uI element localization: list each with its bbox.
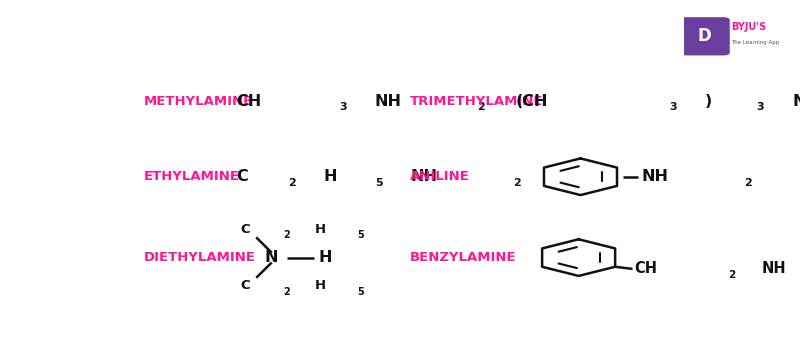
Text: TRIMETHYLAMINE: TRIMETHYLAMINE bbox=[410, 95, 543, 108]
Text: 5: 5 bbox=[357, 230, 363, 240]
Text: METHYLAMINE: METHYLAMINE bbox=[143, 95, 253, 108]
Text: C: C bbox=[241, 223, 250, 236]
Text: H: H bbox=[323, 169, 337, 184]
Text: DIETHYLAMINE: DIETHYLAMINE bbox=[143, 251, 255, 264]
Text: 3: 3 bbox=[339, 102, 346, 112]
Text: NH: NH bbox=[762, 261, 786, 276]
Text: H: H bbox=[319, 250, 332, 265]
Text: N: N bbox=[265, 250, 278, 265]
Text: N: N bbox=[792, 94, 800, 109]
Text: 2: 2 bbox=[283, 287, 290, 297]
Text: H: H bbox=[314, 223, 326, 236]
Text: BENZYLAMINE: BENZYLAMINE bbox=[410, 251, 517, 264]
Text: 2: 2 bbox=[513, 178, 521, 188]
Text: (CH: (CH bbox=[515, 94, 548, 109]
Text: 5: 5 bbox=[357, 287, 363, 297]
Text: NH: NH bbox=[410, 169, 438, 184]
Text: D: D bbox=[698, 27, 712, 45]
Text: CH: CH bbox=[237, 94, 262, 109]
Text: NH: NH bbox=[642, 169, 668, 184]
Text: C: C bbox=[241, 279, 250, 292]
Text: 2: 2 bbox=[288, 178, 295, 188]
Text: The Learning App: The Learning App bbox=[731, 40, 779, 45]
Text: 2: 2 bbox=[744, 178, 752, 188]
Text: ETHYLAMINE: ETHYLAMINE bbox=[143, 170, 239, 183]
Text: NH: NH bbox=[374, 94, 402, 109]
Text: 2: 2 bbox=[728, 270, 735, 280]
Text: 3: 3 bbox=[757, 102, 764, 112]
Text: ANILINE: ANILINE bbox=[410, 170, 470, 183]
Text: C: C bbox=[237, 169, 248, 184]
Text: H: H bbox=[314, 279, 326, 292]
Text: CH: CH bbox=[634, 261, 658, 276]
FancyBboxPatch shape bbox=[680, 17, 730, 55]
Text: BYJU'S: BYJU'S bbox=[731, 22, 766, 32]
Text: 2: 2 bbox=[283, 230, 290, 240]
Text: 2: 2 bbox=[478, 102, 486, 112]
Text: ): ) bbox=[705, 94, 712, 109]
Text: 3: 3 bbox=[670, 102, 677, 112]
Text: 5: 5 bbox=[374, 178, 382, 188]
